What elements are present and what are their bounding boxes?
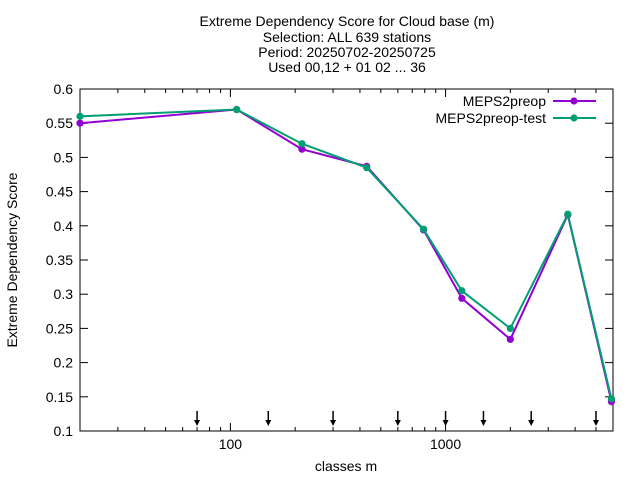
series-line [79, 108, 613, 400]
arrow-marker [394, 411, 401, 426]
y-tick-label: 0.3 [54, 286, 74, 302]
chart-title: Extreme Dependency Score for Cloud base … [200, 13, 495, 75]
y-tick-label: 0.45 [46, 184, 73, 200]
data-point [458, 294, 466, 302]
x-tick-label: 1000 [430, 436, 461, 452]
title-line-4: Used 00,12 + 01 02 ... 36 [268, 59, 426, 75]
y-tick-label: 0.25 [46, 320, 73, 336]
data-point [363, 164, 371, 172]
legend-label-series-1: MEPS2preop [463, 93, 546, 109]
y-tick-label: 0.6 [54, 81, 74, 97]
data-point [76, 112, 84, 120]
y-tick-label: 0.2 [54, 355, 74, 371]
data-point [458, 287, 466, 295]
title-line-3: Period: 20250702-20250725 [258, 44, 436, 60]
data-point [564, 210, 572, 218]
title-line-2: Selection: ALL 639 stations [263, 29, 431, 45]
x-tick-label: 100 [219, 436, 243, 452]
legend-label-series-2: MEPS2preop-test [436, 110, 547, 126]
data-point [298, 145, 306, 153]
x-axis-label: classes m [315, 458, 377, 474]
legend-marker-series-2 [570, 114, 578, 122]
data-point [298, 140, 306, 148]
arrow-marker [330, 411, 337, 426]
y-tick-label: 0.15 [46, 389, 73, 405]
x-axis: 100 1000 [79, 89, 614, 452]
data-point [506, 324, 514, 332]
data-point [506, 335, 514, 343]
data-point [419, 225, 428, 233]
arrow-marker [592, 411, 599, 426]
data-point [76, 119, 84, 127]
series-2 [76, 105, 616, 403]
series-line [79, 108, 613, 402]
data-point [607, 395, 616, 403]
series-layer [76, 105, 616, 406]
arrow-marker [528, 411, 535, 426]
series-1 [76, 105, 616, 406]
legend: MEPS2preop MEPS2preop-test [436, 93, 596, 126]
arrow-marker [265, 411, 272, 426]
arrow-markers [194, 411, 599, 426]
y-tick-label: 0.1 [54, 423, 74, 439]
arrow-marker [442, 411, 449, 426]
y-axis: 0.1 0.15 0.2 0.25 0.3 0.35 0.4 0.45 0.5 0.55 0.6 [46, 81, 613, 439]
title-line-1: Extreme Dependency Score for Cloud base … [200, 13, 495, 29]
arrow-marker [480, 411, 487, 426]
y-axis-label: Extreme Dependency Score [4, 172, 20, 347]
y-tick-label: 0.5 [54, 149, 74, 165]
plot-frame [79, 88, 614, 432]
y-tick-label: 0.55 [46, 115, 73, 131]
y-tick-label: 0.35 [46, 252, 73, 268]
arrow-marker [194, 411, 201, 426]
legend-marker-series-1 [570, 97, 578, 105]
y-tick-label: 0.4 [54, 218, 74, 234]
data-point [233, 105, 241, 114]
